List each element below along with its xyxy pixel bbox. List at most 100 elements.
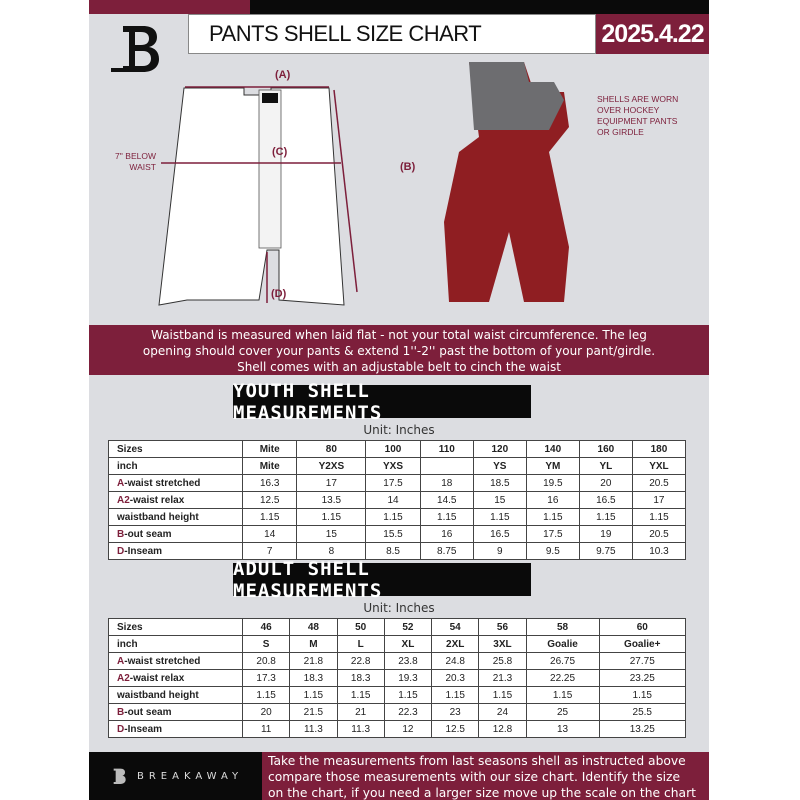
table-cell: 160 bbox=[578, 440, 633, 458]
footer-line: compare those measurements with our size… bbox=[268, 770, 681, 784]
table-cell: 17 bbox=[631, 491, 687, 509]
table-cell: 24 bbox=[478, 703, 527, 721]
youth-section-title: YOUTH SHELL MEASUREMENTS bbox=[233, 380, 531, 424]
table-cell: 25 bbox=[525, 703, 600, 721]
measure-key: A bbox=[117, 477, 125, 489]
table-cell: 19 bbox=[578, 525, 633, 543]
table-cell: 27.75 bbox=[598, 652, 687, 670]
table-cell: S bbox=[241, 635, 291, 653]
row-label-text: -out seam bbox=[124, 706, 172, 718]
label-b: (B) bbox=[400, 161, 416, 173]
table-cell: 13.25 bbox=[598, 720, 687, 738]
row-label: D-Inseam bbox=[108, 542, 243, 560]
table-row: Sizes 46 48 50 52 54 56 58 60 bbox=[108, 618, 687, 636]
table-cell: L bbox=[336, 635, 385, 653]
table-cell: 1.15 bbox=[525, 686, 600, 704]
row-label-text: -waist stretched bbox=[124, 477, 201, 489]
table-cell: 20.5 bbox=[631, 474, 687, 492]
table-cell: 25.5 bbox=[598, 703, 687, 721]
table-row: waistband height 1.15 1.15 1.15 1.15 1.15 1.15… bbox=[108, 508, 687, 526]
table-cell: 60 bbox=[598, 618, 687, 636]
row-label: A-waist stretched bbox=[108, 652, 243, 670]
row-label: A2-waist relax bbox=[108, 669, 243, 687]
table-cell: 14 bbox=[365, 491, 421, 509]
table-cell: 20.8 bbox=[241, 652, 291, 670]
table-cell: 22.3 bbox=[383, 703, 433, 721]
footer-line: Take the measurements from last seasons … bbox=[268, 754, 686, 768]
row-label: Sizes bbox=[108, 618, 243, 636]
table-cell: 1.15 bbox=[383, 686, 433, 704]
breakaway-logo-icon bbox=[113, 768, 126, 784]
table-cell: 13 bbox=[525, 720, 600, 738]
table-row: B-out seam 20 21.5 21 22.3 23 24 25 25.5 bbox=[108, 703, 687, 721]
measure-key: B bbox=[117, 528, 125, 540]
row-label: inch bbox=[108, 457, 243, 475]
label-c: (C) bbox=[272, 146, 288, 158]
table-row: Sizes Mite 80 100 110 120 140 160 180 bbox=[108, 440, 687, 458]
table-cell: YS bbox=[472, 457, 527, 475]
table-cell: 3XL bbox=[478, 635, 527, 653]
table-cell: 8.5 bbox=[365, 542, 421, 560]
table-cell bbox=[419, 457, 474, 475]
table-cell: YM bbox=[525, 457, 580, 475]
note-line: OVER HOCKEY bbox=[597, 105, 660, 115]
breakaway-logo-icon bbox=[111, 26, 159, 72]
table-cell: 80 bbox=[296, 440, 367, 458]
table-cell: 2XL bbox=[431, 635, 480, 653]
table-cell: 58 bbox=[525, 618, 600, 636]
footer-line: on the chart, if you need a larger size … bbox=[268, 786, 696, 800]
table-cell: 10.3 bbox=[631, 542, 687, 560]
table-cell: 1.15 bbox=[578, 508, 633, 526]
table-cell: 19.5 bbox=[525, 474, 580, 492]
row-label-text: Sizes bbox=[117, 443, 143, 455]
row-label: waistband height bbox=[108, 686, 243, 704]
row-label: B-out seam bbox=[108, 703, 243, 721]
table-cell: 16.3 bbox=[241, 474, 298, 492]
table-cell: 24.8 bbox=[431, 652, 480, 670]
size-chart-page: PANTS SHELL SIZE CHART 2025.4.22 (A) (C)… bbox=[89, 0, 709, 800]
table-cell: 26.75 bbox=[525, 652, 600, 670]
table-row: D-Inseam 7 8 8.5 8.75 9 9.5 9.75 10.3 bbox=[108, 542, 687, 560]
table-cell: 17.3 bbox=[241, 669, 291, 687]
table-cell: 1.15 bbox=[241, 508, 298, 526]
table-cell: 11.3 bbox=[336, 720, 385, 738]
row-label-text: -Inseam bbox=[124, 723, 163, 735]
row-label-text: inch bbox=[117, 460, 138, 472]
table-cell: 23.8 bbox=[383, 652, 433, 670]
table-cell: 16 bbox=[419, 525, 474, 543]
note-line: 7'' BELOW bbox=[114, 151, 156, 161]
table-cell: YXL bbox=[631, 457, 687, 475]
table-cell: 20 bbox=[578, 474, 633, 492]
table-row: inch S M L XL 2XL 3XL Goalie Goalie+ bbox=[108, 635, 687, 653]
table-row: inch Mite Y2XS YXS YS YM YL YXL bbox=[108, 457, 687, 475]
table-row: waistband height 1.15 1.15 1.15 1.15 1.15 1.15… bbox=[108, 686, 687, 704]
table-cell: 16.5 bbox=[578, 491, 633, 509]
table-row: A2-waist relax 12.5 13.5 14 14.5 15 16 16.5 17 bbox=[108, 491, 687, 509]
shell-note: SHELLS ARE WORN OVER HOCKEY EQUIPMENT PA… bbox=[597, 94, 678, 138]
row-label-text: -waist relax bbox=[129, 672, 185, 684]
table-cell: 18.5 bbox=[472, 474, 527, 492]
table-cell: 18.3 bbox=[289, 669, 338, 687]
table-cell: 12 bbox=[383, 720, 433, 738]
table-row: D-Inseam 11 11.3 11.3 12 12.5 12.8 13 13.25 bbox=[108, 720, 687, 738]
table-cell: 52 bbox=[383, 618, 433, 636]
table-cell: 21.5 bbox=[289, 703, 338, 721]
table-cell: 19.3 bbox=[383, 669, 433, 687]
adult-size-table: Sizes 46 48 50 52 54 56 58 60 inch S M L XL 2XL 3XL Goal… bbox=[108, 618, 687, 738]
table-row: A-waist stretched 20.8 21.8 22.8 23.8 24.8 25.… bbox=[108, 652, 687, 670]
measure-line-b bbox=[333, 89, 358, 293]
table-cell: 9.5 bbox=[525, 542, 580, 560]
table-row: B-out seam 14 15 15.5 16 16.5 17.5 19 20.5 bbox=[108, 525, 687, 543]
note-line: OR GIRDLE bbox=[597, 127, 644, 137]
table-row: A2-waist relax 17.3 18.3 18.3 19.3 20.3 21.3 22… bbox=[108, 669, 687, 687]
table-cell: 1.15 bbox=[478, 686, 527, 704]
row-label-text: -out seam bbox=[124, 528, 172, 540]
table-cell: 140 bbox=[525, 440, 580, 458]
table-cell: 22.25 bbox=[525, 669, 600, 687]
table-cell: 22.8 bbox=[336, 652, 385, 670]
row-label-text: -waist stretched bbox=[124, 655, 201, 667]
table-cell: M bbox=[289, 635, 338, 653]
row-label-text: waistband height bbox=[117, 511, 199, 523]
row-label-text: waistband height bbox=[117, 689, 199, 701]
row-label: waistband height bbox=[108, 508, 243, 526]
